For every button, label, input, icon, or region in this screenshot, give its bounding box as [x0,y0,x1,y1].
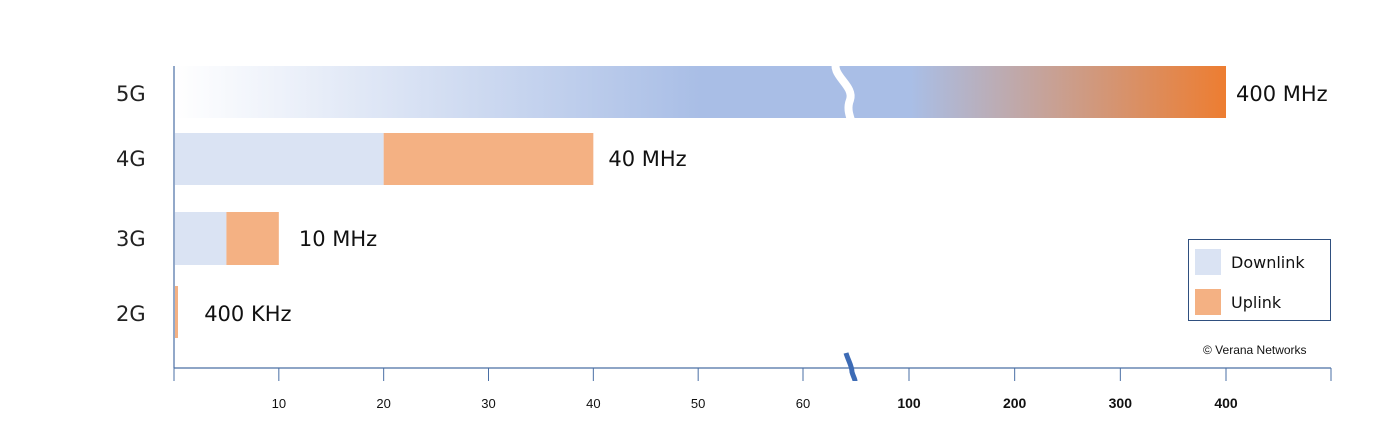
x-tick-label-40: 40 [586,396,600,411]
x-tick-label-200: 200 [1003,395,1027,411]
legend: Downlink Uplink [1188,239,1331,321]
axis-break-mark [843,352,858,382]
axes-layer [173,66,1331,382]
data-label-2g: 400 KHz [204,302,291,326]
axis-break-gap [831,58,856,125]
axis-break-bar-gap [831,58,856,125]
legend-item-downlink: Downlink [1195,248,1305,276]
x-tick-label-30: 30 [481,396,495,411]
legend-swatch-uplink [1195,289,1221,315]
x-tick-label-60: 60 [796,396,810,411]
data-label-4g: 40 MHz [608,147,686,171]
bar-downlink-4g [175,133,384,185]
copyright-text: © Verana Networks [1203,343,1307,357]
x-tick-label-50: 50 [691,396,705,411]
bar-downlink-3g [175,212,227,265]
data-label-5g: 400 MHz [1236,82,1328,106]
bar-uplink-3g [226,212,279,265]
legend-item-uplink: Uplink [1195,288,1281,316]
bar-uplink-4g [383,133,594,185]
x-tick-label-400: 400 [1214,395,1238,411]
legend-label-downlink: Downlink [1231,252,1305,272]
data-label-3g: 10 MHz [299,227,377,251]
x-tick-label-20: 20 [376,396,390,411]
labels-layer: 5G 400 MHz 4G 40 MHz 3G 10 MHz 2G 400 KHz [116,82,1328,326]
x-tick-label-300: 300 [1109,395,1133,411]
category-label-5g: 5G [116,82,146,106]
bar-2g [175,286,178,338]
x-ticks-layer: 10 20 30 40 50 60 100 200 300 400 [173,368,1332,411]
bar-5g [174,66,1226,118]
legend-label-uplink: Uplink [1231,292,1282,312]
category-label-2g: 2G [116,302,146,326]
category-label-3g: 3G [116,227,146,251]
category-label-4g: 4G [116,147,146,171]
legend-swatch-downlink [1195,249,1221,275]
x-tick-label-100: 100 [897,395,921,411]
bars-layer [174,66,1226,338]
x-tick-label-10: 10 [272,396,286,411]
